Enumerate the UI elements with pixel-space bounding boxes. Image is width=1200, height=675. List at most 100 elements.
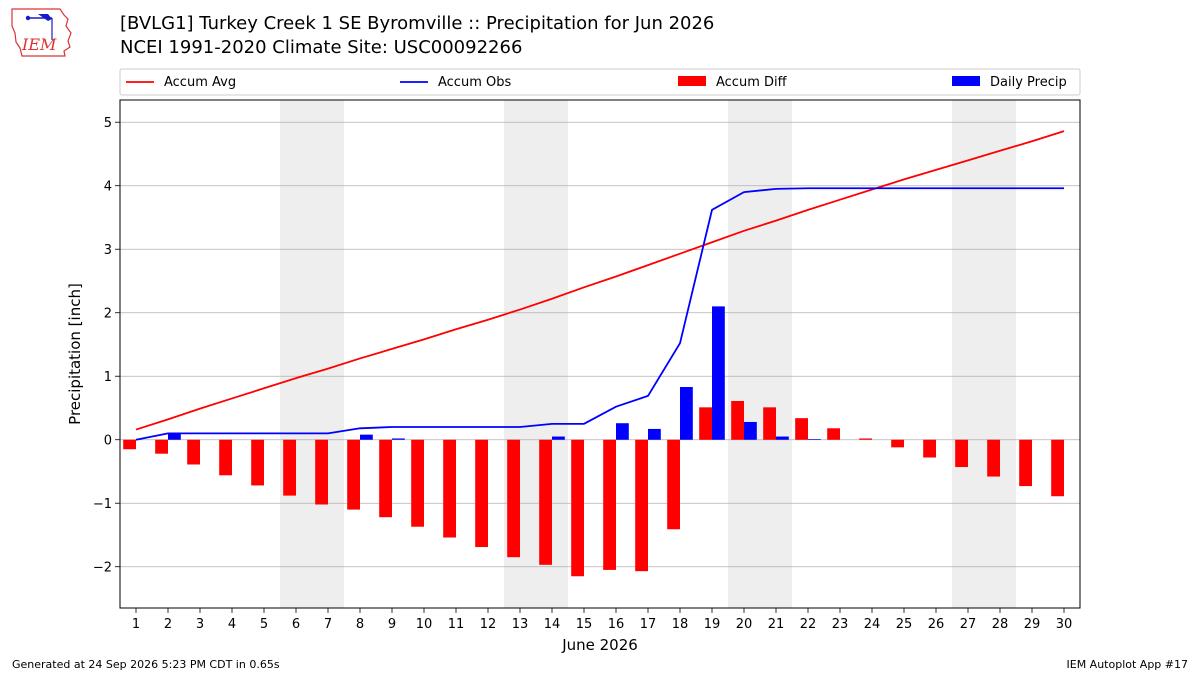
daily-precip-bar-20 — [744, 421, 757, 440]
accum-diff-bar-10 — [411, 439, 424, 527]
iowa-outline-icon — [11, 8, 72, 57]
accum-diff-bar-16 — [603, 439, 616, 570]
daily-precip-bar-16 — [616, 423, 629, 440]
accum-diff-bar-18 — [667, 439, 680, 530]
accum-diff-bar-11 — [443, 439, 456, 538]
legend-label-accum-avg: Accum Avg — [164, 75, 236, 90]
accum-diff-bar-13 — [507, 439, 520, 558]
accum-diff-bar-30 — [1051, 439, 1064, 497]
xtick-label-21: 21 — [768, 617, 785, 632]
chart-title: [BVLG1] Turkey Creek 1 SE Byromville :: … — [120, 13, 715, 34]
xtick-label-1: 1 — [132, 617, 140, 632]
ytick-label-7: 5 — [104, 116, 112, 131]
accum-diff-bar-29 — [1019, 439, 1032, 487]
xtick-label-22: 22 — [800, 617, 817, 632]
legend-label-daily-precip: Daily Precip — [990, 75, 1067, 90]
xtick-label-8: 8 — [356, 617, 364, 632]
y-axis-label: Precipitation [inch] — [66, 283, 84, 425]
daily-precip-bar-14 — [552, 436, 565, 440]
xtick-label-4: 4 — [228, 617, 236, 632]
accum-diff-bar-9 — [379, 439, 392, 518]
xtick-label-7: 7 — [324, 617, 332, 632]
accum-avg-line — [135, 130, 1065, 431]
xtick-label-3: 3 — [196, 617, 204, 632]
plot-frame — [119, 99, 1081, 609]
xtick-label-23: 23 — [832, 617, 849, 632]
xtick-label-14: 14 — [544, 617, 561, 632]
weekend-shade-4 — [952, 100, 1016, 608]
accum-diff-bar-2 — [155, 439, 168, 454]
xtick-label-11: 11 — [448, 617, 465, 632]
accum-diff-bar-21 — [763, 407, 776, 440]
daily-precip-bar-19 — [712, 306, 725, 440]
x-axis-label: June 2026 — [561, 636, 638, 654]
accum-diff-bar-5 — [251, 439, 264, 486]
accum-diff-bar-3 — [187, 439, 200, 465]
accum-diff-bar-15 — [571, 439, 584, 577]
ytick-label-5: 3 — [104, 243, 112, 258]
daily-precip-bar-8 — [360, 434, 373, 440]
app-footer: IEM Autoplot App #17 — [1066, 658, 1189, 671]
xtick-label-29: 29 — [1024, 617, 1041, 632]
xtick-label-30: 30 — [1056, 617, 1073, 632]
daily-precip-bar-18 — [680, 387, 693, 440]
xtick-label-2: 2 — [164, 617, 172, 632]
accum-diff-bar-22 — [795, 418, 808, 440]
xtick-label-19: 19 — [704, 617, 721, 632]
legend-label-accum-diff: Accum Diff — [716, 75, 788, 90]
xtick-label-27: 27 — [960, 617, 977, 632]
xtick-label-13: 13 — [512, 617, 529, 632]
xtick-label-16: 16 — [608, 617, 625, 632]
daily-precip-bar-17 — [648, 428, 661, 440]
accum-diff-bar-8 — [347, 439, 360, 510]
accum-diff-bar-14 — [539, 439, 552, 565]
daily-precip-bar-21 — [776, 436, 789, 440]
xtick-label-17: 17 — [640, 617, 657, 632]
daily-precip-bar-22 — [808, 439, 821, 440]
accum-diff-bar-1 — [123, 439, 136, 450]
weekend-shade-1 — [280, 100, 344, 608]
chart-subtitle: NCEI 1991-2020 Climate Site: USC00092266 — [120, 37, 523, 58]
accum-diff-bar-17 — [635, 439, 648, 572]
accum-diff-bar-4 — [219, 439, 232, 476]
accum-diff-bar-7 — [315, 439, 328, 505]
legend-label-accum-obs: Accum Obs — [438, 75, 511, 90]
daily-precip-bar-9 — [392, 438, 405, 440]
ytick-label-0: −2 — [93, 561, 112, 576]
daily-precip-bar-2 — [168, 433, 181, 440]
generated-footer: Generated at 24 Sep 2026 5:23 PM CDT in … — [12, 658, 280, 671]
xtick-label-9: 9 — [388, 617, 396, 632]
xtick-label-12: 12 — [480, 617, 497, 632]
ytick-label-3: 1 — [104, 370, 112, 385]
xtick-label-25: 25 — [896, 617, 913, 632]
accum-diff-bar-23 — [827, 428, 840, 440]
xtick-label-10: 10 — [416, 617, 433, 632]
accum-diff-bar-20 — [731, 400, 744, 440]
xtick-label-15: 15 — [576, 617, 593, 632]
xtick-label-6: 6 — [292, 617, 300, 632]
xtick-label-24: 24 — [864, 617, 881, 632]
legend-box — [119, 68, 1081, 96]
accum-diff-bar-6 — [283, 439, 296, 496]
iem-logo: IEM — [11, 8, 72, 57]
ytick-label-4: 2 — [104, 307, 112, 322]
ytick-label-2: 0 — [104, 434, 112, 449]
legend-handle-accum-diff — [678, 76, 706, 86]
accum-diff-bar-28 — [987, 439, 1000, 477]
accum-diff-bar-27 — [955, 439, 968, 468]
accum-diff-bar-25 — [891, 439, 904, 448]
accum-diff-bar-12 — [475, 439, 488, 548]
accum-obs-line — [135, 187, 1064, 441]
accum-diff-bar-24 — [859, 438, 872, 440]
xtick-label-18: 18 — [672, 617, 689, 632]
weekend-shade-3 — [728, 100, 792, 608]
ytick-label-1: −1 — [93, 497, 112, 512]
accum-diff-bar-26 — [923, 439, 936, 458]
accum-diff-bar-19 — [699, 407, 712, 440]
xtick-label-26: 26 — [928, 617, 945, 632]
ytick-label-6: 4 — [104, 180, 112, 195]
xtick-label-28: 28 — [992, 617, 1009, 632]
xtick-label-20: 20 — [736, 617, 753, 632]
logo-text: IEM — [21, 35, 57, 54]
